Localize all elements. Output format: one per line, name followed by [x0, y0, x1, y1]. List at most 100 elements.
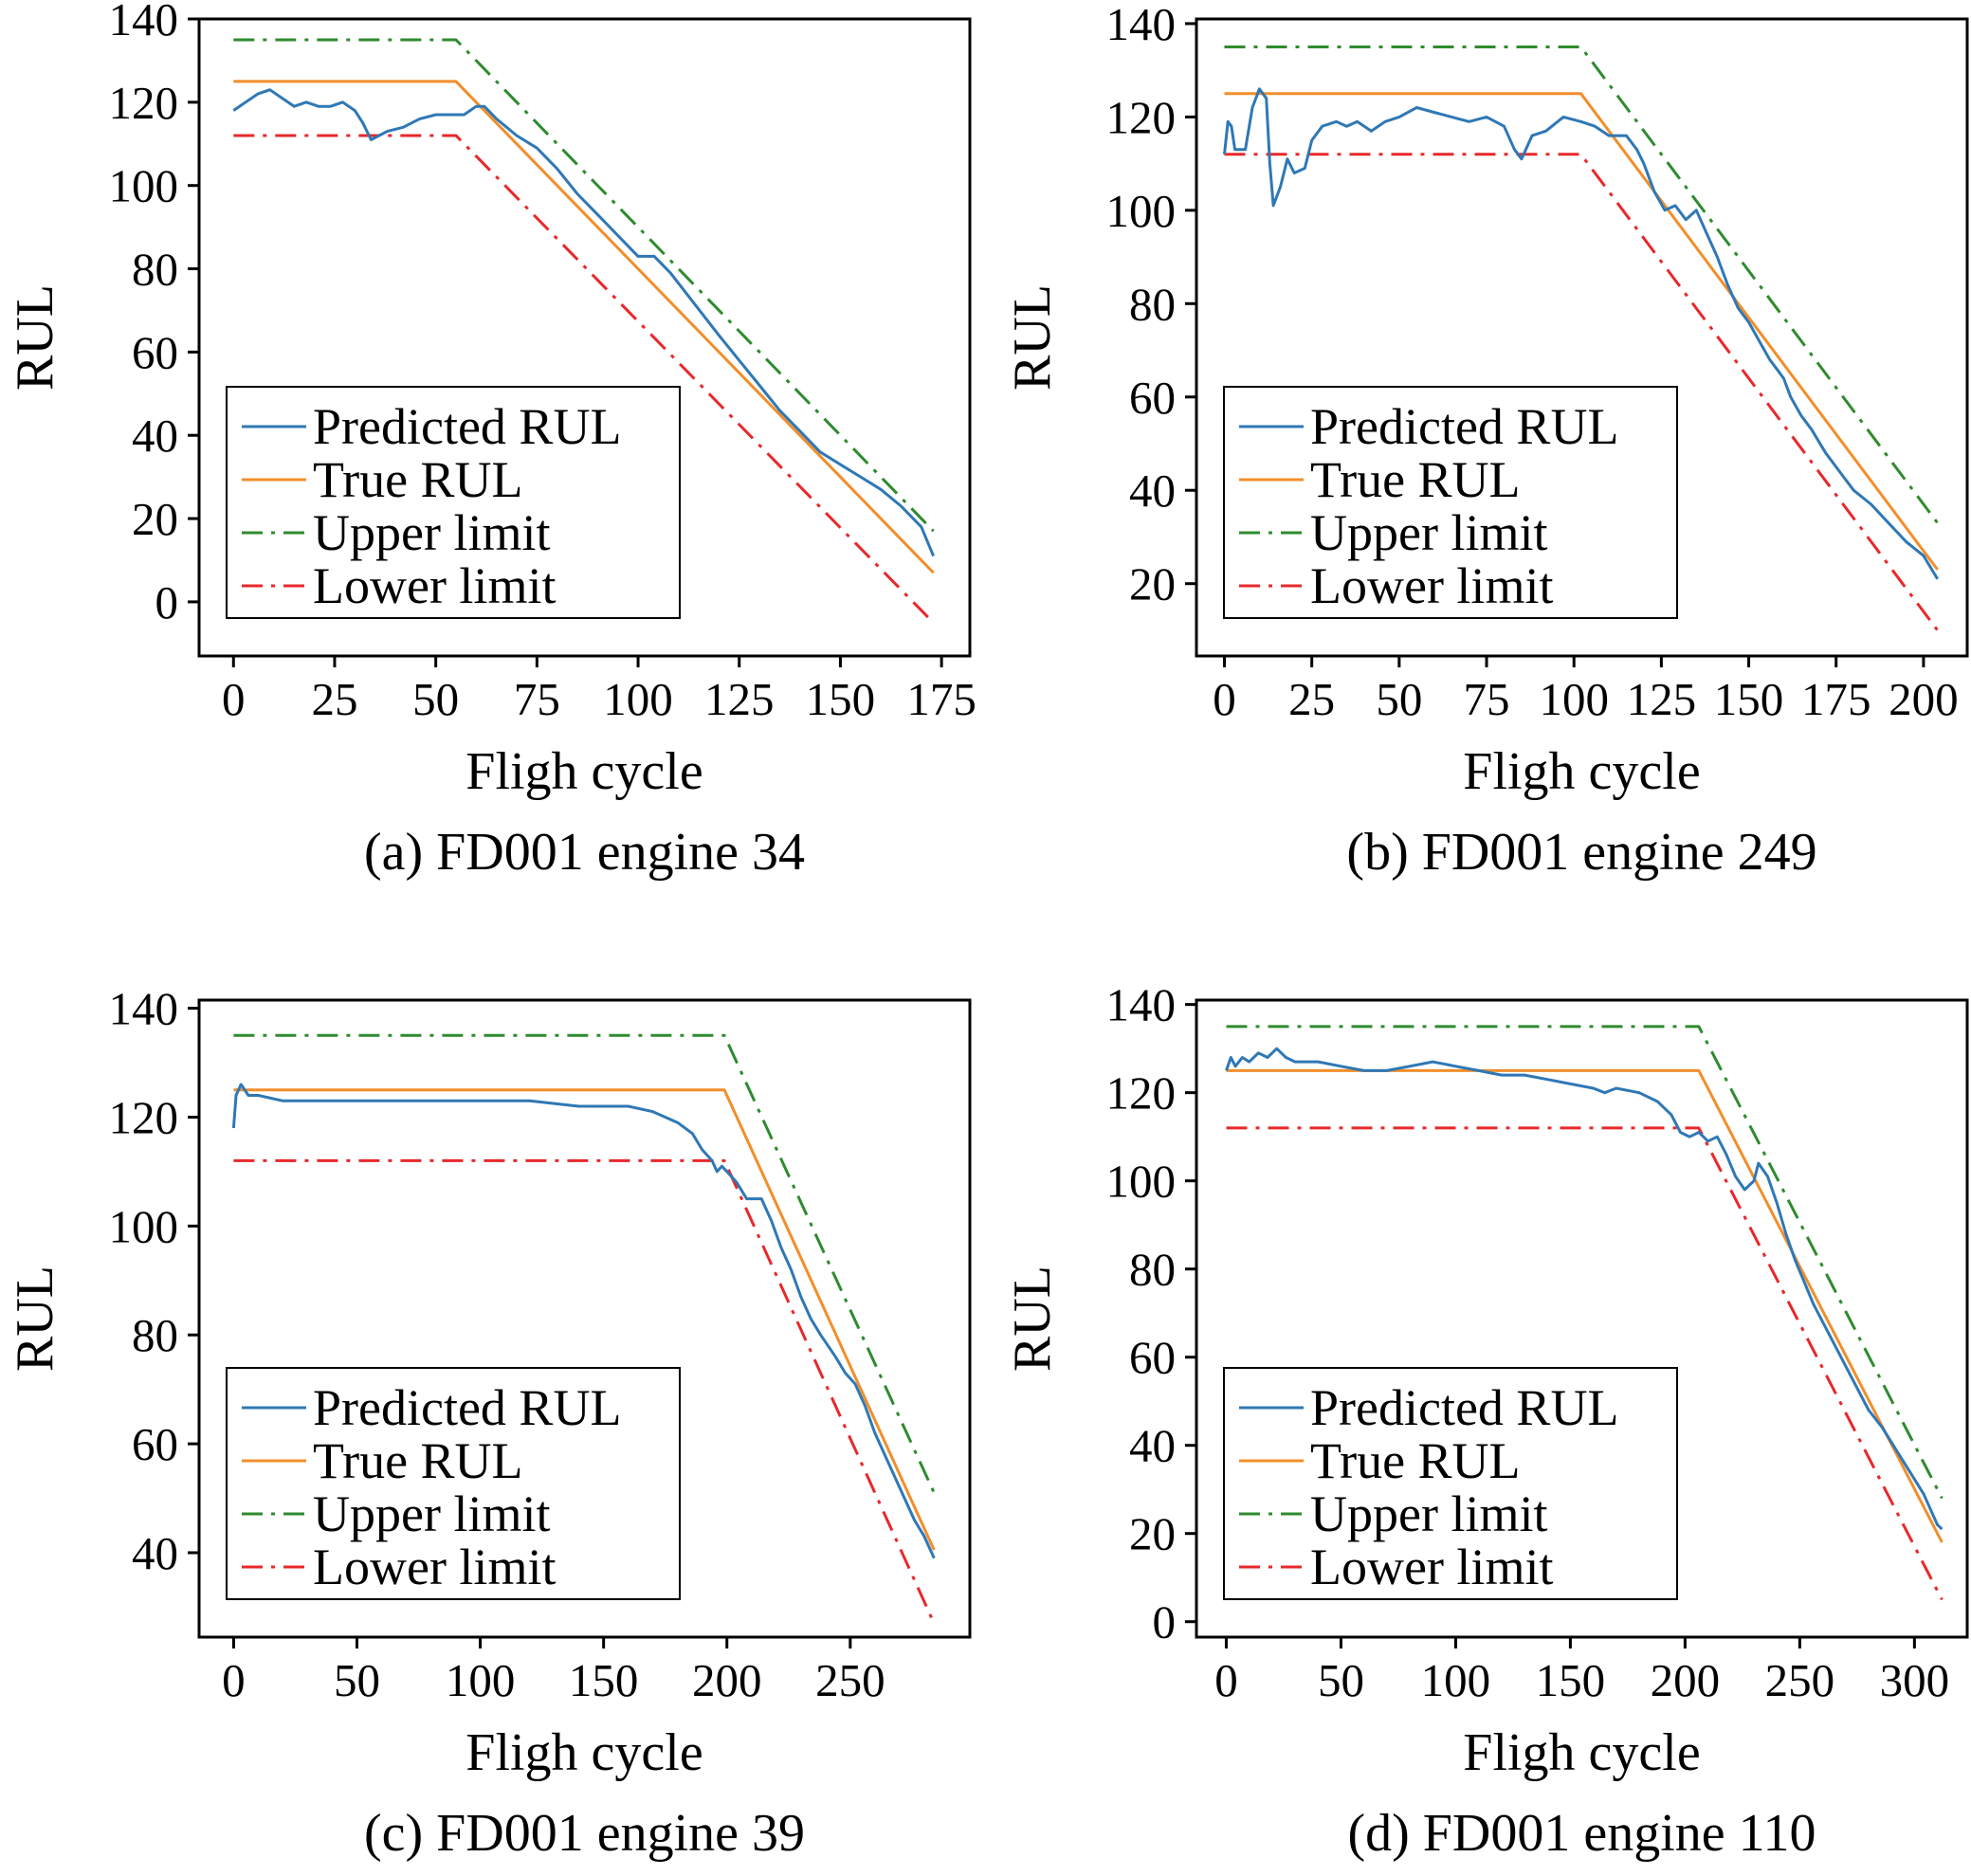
x-tick-label: 200: [1651, 1654, 1721, 1706]
x-tick-label: 250: [1765, 1654, 1835, 1706]
y-tick-label: 120: [109, 1091, 179, 1143]
y-tick-label: 80: [1129, 278, 1176, 330]
y-tick-label: 60: [1129, 372, 1176, 424]
chart-panel-3: 0 50 100 150 200 250 40 60 80 100 120 140 Fligh cycl…: [6, 983, 972, 1863]
plot-frame: [197, 998, 972, 1639]
series-line-predicted: [231, 1083, 936, 1559]
panel-caption: (a) FD001 engine 34: [364, 823, 805, 882]
series-line-upper: [233, 1033, 936, 1494]
legend-label: Lower limit: [1310, 1539, 1553, 1595]
x-axis-label: Fligh cycle: [465, 742, 703, 801]
y-tick-label: 20: [1129, 558, 1176, 610]
x-tick-label: 50: [1376, 673, 1422, 725]
x-tick-label: 200: [1889, 673, 1959, 725]
series-line-upper: [233, 38, 935, 533]
x-tick-label: 175: [1801, 673, 1871, 725]
y-tick-label: 100: [1106, 185, 1177, 237]
x-tick-label: 25: [311, 673, 357, 725]
x-tick-label: 100: [1421, 1654, 1491, 1706]
legend-label: Predicted RUL: [313, 1379, 621, 1436]
legend-label: Lower limit: [313, 1539, 556, 1595]
y-tick-label: 20: [132, 493, 178, 545]
y-tick-label: 100: [1106, 1156, 1177, 1208]
x-tick-label: 150: [806, 673, 876, 725]
chart-panel-4: 0 50 100 150 200 250 300 0 20 40 60 80 100 120 140 Flig…: [1003, 979, 1969, 1863]
x-tick-label: 50: [1318, 1654, 1364, 1706]
legend-label: Lower limit: [313, 557, 556, 614]
series-line-upper: [1224, 46, 1939, 524]
legend-label: True RUL: [1310, 1432, 1521, 1489]
legend-label: True RUL: [313, 451, 523, 508]
x-tick-label: 150: [569, 1654, 639, 1706]
panel-caption: (c) FD001 engine 39: [364, 1804, 805, 1863]
y-tick-label: 80: [132, 244, 178, 296]
chart-panel-1: 0 25 50 75 100 125 150 175 0 20 40 60 80 100 120 140 Fli…: [6, 0, 976, 882]
y-axis-label: RUL: [1003, 1266, 1062, 1372]
series-line-predicted: [1223, 87, 1939, 580]
legend-label: Upper limit: [313, 504, 550, 561]
x-tick-label: 150: [1714, 673, 1784, 725]
x-tick-label: 125: [1627, 673, 1697, 725]
y-tick-label: 120: [1106, 1067, 1177, 1120]
legend-label: Upper limit: [1310, 1485, 1547, 1542]
y-tick-label: 140: [1106, 979, 1177, 1031]
series-line-lower: [233, 134, 935, 624]
x-tick-label: 150: [1536, 1654, 1606, 1706]
x-axis-label: Fligh cycle: [1463, 742, 1700, 801]
legend-label: Predicted RUL: [1310, 398, 1618, 455]
y-axis-label: RUL: [1003, 284, 1062, 391]
legend-label: Upper limit: [1310, 504, 1547, 561]
y-tick-label: 60: [132, 1418, 178, 1470]
panel-caption: (b) FD001 engine 249: [1346, 823, 1816, 882]
panel-caption: (d) FD001 engine 110: [1347, 1804, 1816, 1863]
series-line-lower: [233, 1158, 936, 1625]
y-tick-label: 120: [109, 77, 179, 129]
x-tick-label: 175: [906, 673, 976, 725]
x-tick-label: 100: [1539, 673, 1609, 725]
series-line-true: [233, 1088, 936, 1551]
series-line-upper: [1226, 1025, 1944, 1500]
y-axis-label: RUL: [6, 1266, 64, 1372]
legend-label: Predicted RUL: [313, 398, 621, 455]
y-tick-label: 80: [132, 1309, 178, 1361]
plot-frame: [1195, 998, 1969, 1639]
series-line-true: [233, 80, 935, 574]
y-tick-label: 40: [132, 1527, 178, 1579]
y-tick-label: 100: [109, 1200, 179, 1252]
series-line-lower: [1226, 1126, 1944, 1601]
series-line-true: [1224, 92, 1939, 571]
y-axis-label: RUL: [6, 284, 64, 391]
legend-label: Predicted RUL: [1310, 1379, 1618, 1436]
x-tick-label: 50: [334, 1654, 380, 1706]
x-tick-label: 50: [412, 673, 459, 725]
x-tick-label: 0: [222, 1654, 246, 1706]
y-tick-label: 60: [1129, 1332, 1176, 1384]
x-tick-label: 0: [1213, 673, 1236, 725]
series-line-lower: [1224, 153, 1939, 631]
x-tick-label: 0: [222, 673, 246, 725]
legend-label: True RUL: [313, 1432, 523, 1489]
plot-frame: [1195, 17, 1969, 658]
x-tick-label: 75: [1464, 673, 1510, 725]
y-tick-label: 80: [1129, 1244, 1176, 1296]
x-axis-label: Fligh cycle: [1463, 1723, 1700, 1782]
x-tick-label: 25: [1288, 673, 1335, 725]
series-line-predicted: [1225, 1047, 1944, 1531]
y-tick-label: 0: [1153, 1596, 1177, 1648]
y-tick-label: 20: [1129, 1508, 1176, 1560]
x-tick-label: 200: [692, 1654, 762, 1706]
y-tick-label: 40: [1129, 464, 1176, 517]
x-tick-label: 75: [514, 673, 560, 725]
legend-label: True RUL: [1310, 451, 1521, 508]
y-tick-label: 40: [132, 410, 178, 462]
x-tick-label: 100: [603, 673, 673, 725]
x-tick-label: 250: [815, 1654, 885, 1706]
y-tick-label: 40: [1129, 1420, 1176, 1472]
x-tick-label: 300: [1880, 1654, 1950, 1706]
y-tick-label: 120: [1106, 91, 1177, 143]
